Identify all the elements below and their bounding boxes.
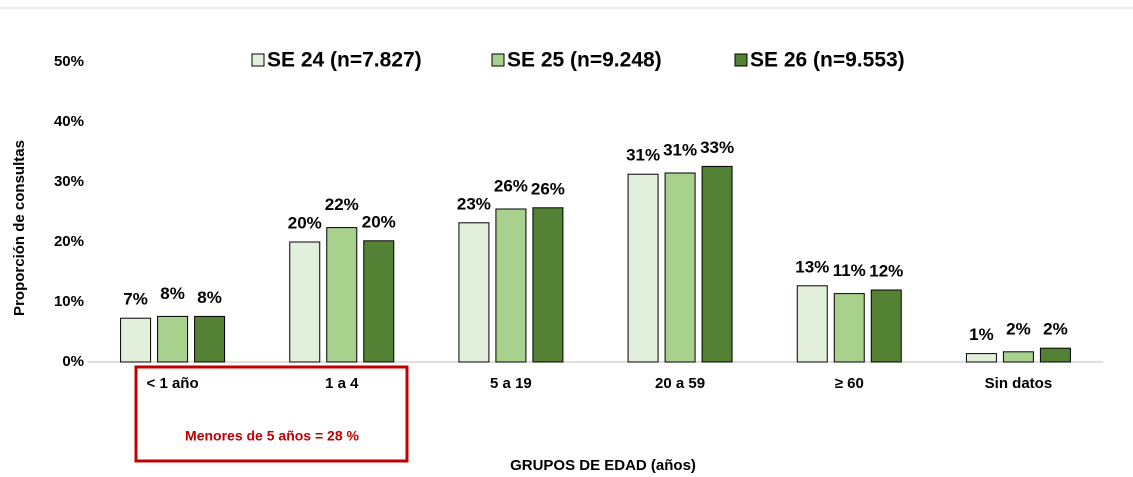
bar — [833, 293, 865, 363]
bar — [326, 227, 358, 363]
bar — [532, 207, 564, 363]
y-tick-label: 10% — [54, 293, 84, 310]
value-label: 2% — [1006, 319, 1031, 338]
legend-swatch — [251, 53, 265, 67]
y-axis-title: Proporción de consultas — [11, 140, 28, 316]
bar — [1039, 347, 1071, 363]
bar — [965, 353, 997, 363]
x-tick-label: ≥ 60 — [835, 375, 864, 392]
x-axis-title: GRUPOS DE EDAD (años) — [510, 457, 696, 474]
value-label: 33% — [700, 138, 734, 157]
highlight-box — [134, 365, 409, 463]
x-tick-label: 1 a 4 — [325, 375, 359, 392]
value-label: 31% — [663, 140, 697, 159]
bar — [194, 315, 226, 363]
y-tick-label: 50% — [54, 53, 84, 70]
y-tick-label: 30% — [54, 173, 84, 190]
bar — [458, 222, 490, 363]
value-label: 11% — [833, 261, 866, 280]
y-tick-label: 40% — [54, 113, 84, 130]
value-label: 20% — [288, 213, 322, 232]
bar — [701, 165, 733, 363]
bar — [796, 285, 828, 363]
bar — [120, 317, 152, 363]
legend-label: SE 24 (n=7.827) — [267, 49, 422, 72]
bar — [870, 289, 902, 363]
bar — [495, 208, 527, 363]
legend-label: SE 26 (n=9.553) — [750, 49, 905, 72]
y-tick-label: 0% — [62, 353, 84, 370]
value-label: 23% — [457, 194, 491, 213]
value-label: 2% — [1043, 320, 1068, 339]
bar — [289, 241, 321, 363]
annotation: Menores de 5 años = 28 % — [185, 428, 359, 444]
value-label: 13% — [795, 257, 829, 276]
bar — [627, 173, 659, 363]
legend-swatch — [734, 53, 748, 67]
bar — [1002, 351, 1034, 363]
bar — [664, 172, 696, 363]
legend-swatch — [491, 53, 505, 67]
legend-label: SE 25 (n=9.248) — [507, 49, 662, 72]
x-tick-label: 5 a 19 — [490, 375, 532, 392]
bar — [157, 315, 189, 363]
x-tick-label: < 1 año — [147, 375, 199, 392]
value-label: 20% — [362, 212, 396, 231]
value-label: 1% — [969, 325, 994, 344]
value-label: 31% — [626, 146, 660, 165]
value-label: 8% — [160, 284, 185, 303]
value-label: 26% — [531, 179, 565, 198]
x-tick-label: Sin datos — [985, 375, 1053, 392]
value-label: 8% — [197, 288, 222, 307]
bar — [363, 240, 395, 363]
value-label: 7% — [123, 290, 148, 309]
y-tick-label: 20% — [54, 233, 84, 250]
value-label: 22% — [325, 195, 359, 214]
x-tick-label: 20 a 59 — [655, 375, 705, 392]
value-label: 12% — [869, 261, 903, 280]
value-label: 26% — [494, 176, 528, 195]
